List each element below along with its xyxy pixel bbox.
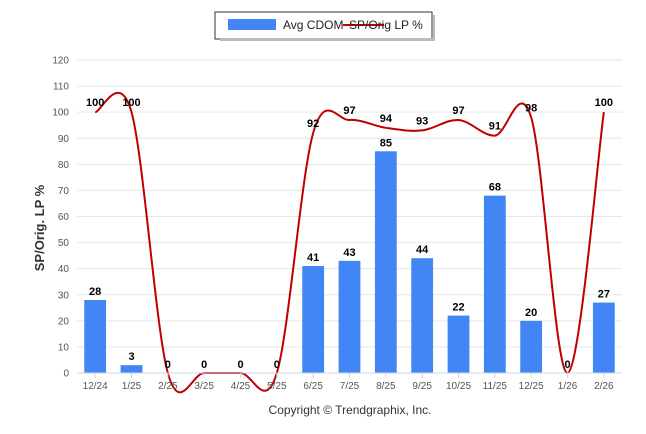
x-tick-label: 6/25 (303, 381, 323, 392)
x-tick-label: 12/24 (83, 381, 108, 392)
legend: Avg CDOM SP/Orig LP % (214, 11, 435, 41)
line-data-label: 100 (122, 97, 140, 109)
y-tick-label: 110 (53, 82, 69, 93)
line-data-label: 97 (343, 105, 355, 117)
bar-data-label: 0 (564, 359, 570, 371)
y-axis: 0 10 20 30 40 50 60 70 80 90 100 110 120 (52, 56, 69, 380)
x-tick-label: 4/25 (231, 381, 251, 392)
bar-data-label: 44 (416, 244, 429, 256)
x-tick-label: 11/25 (483, 381, 508, 392)
x-tick-label: 5/25 (267, 381, 287, 392)
line-data-label: 97 (452, 105, 464, 117)
y-tick-label: 80 (58, 160, 70, 171)
y-tick-label: 120 (52, 56, 69, 67)
legend-label-sp-orig: SP/Orig LP % (349, 18, 423, 32)
bar-data-label: 41 (307, 252, 319, 264)
x-tick-label: 12/25 (519, 381, 544, 392)
bar-data-label: 68 (489, 182, 501, 194)
y-tick-label: 90 (58, 134, 70, 145)
bar-data-label: 27 (598, 289, 610, 301)
y-tick-label: 0 (63, 369, 69, 380)
data-labels: 28 3 0 0 0 0 41 43 85 44 22 68 20 0 27 100 100 92 97 94 93 97… (86, 97, 613, 371)
y-tick-label: 30 (58, 290, 70, 301)
bar (483, 195, 506, 373)
bar (447, 315, 470, 373)
x-tick-label: 9/25 (412, 381, 432, 392)
y-tick-label: 40 (58, 264, 70, 275)
x-tick-label: 3/25 (194, 381, 214, 392)
y-tick-label: 100 (52, 108, 69, 119)
y-tick-label: 50 (58, 238, 70, 249)
legend-label-avg-cdom: Avg CDOM (283, 18, 343, 32)
x-axis: 12/24 1/25 2/25 3/25 4/25 5/25 6/25 7/25 8/25 9/2… (77, 372, 622, 392)
y-tick-label: 20 (58, 316, 70, 327)
bar (302, 266, 325, 373)
bar-data-label: 22 (452, 302, 464, 314)
bar (592, 302, 615, 373)
legend-swatch-avg-cdom (228, 19, 276, 30)
bar (120, 365, 143, 373)
bar (84, 299, 107, 373)
line-data-label: 92 (307, 118, 319, 130)
bar-series (84, 151, 615, 373)
x-tick-label: 10/25 (446, 381, 471, 392)
legend-shadow-side (433, 15, 435, 41)
line-data-label: 98 (525, 102, 537, 114)
x-tick-label: 8/25 (376, 381, 396, 392)
bar-data-label: 0 (165, 359, 171, 371)
bar-data-label: 0 (201, 359, 207, 371)
line-data-label: 94 (380, 113, 393, 125)
bar (374, 151, 397, 373)
bar-data-label: 0 (274, 359, 280, 371)
bar-data-label: 43 (343, 247, 355, 259)
bar-data-label: 3 (128, 351, 134, 363)
y-tick-label: 70 (58, 186, 70, 197)
line-data-label: 100 (595, 97, 613, 109)
legend-shadow (220, 38, 434, 41)
x-tick-label: 7/25 (340, 381, 360, 392)
copyright-credit: Copyright © Trendgraphix, Inc. (269, 403, 432, 417)
line-data-label: 93 (416, 115, 428, 127)
line-data-label: 91 (489, 121, 501, 133)
x-tick-label: 2/26 (594, 381, 614, 392)
bar (411, 258, 434, 373)
y-tick-label: 60 (58, 212, 70, 223)
bar-data-label: 28 (89, 286, 101, 298)
bar-data-label: 85 (380, 137, 392, 149)
y-tick-label: 10 (58, 342, 70, 353)
x-tick-label: 1/26 (558, 381, 578, 392)
line-data-label: 100 (86, 97, 104, 109)
bar-data-label: 20 (525, 307, 537, 319)
x-tick-label: 1/25 (122, 381, 142, 392)
x-tick-label: 2/25 (158, 381, 178, 392)
y-axis-title: SP/Orig. LP % (32, 184, 47, 271)
bar (338, 260, 361, 373)
bar-data-label: 0 (237, 359, 243, 371)
bar (520, 320, 543, 373)
